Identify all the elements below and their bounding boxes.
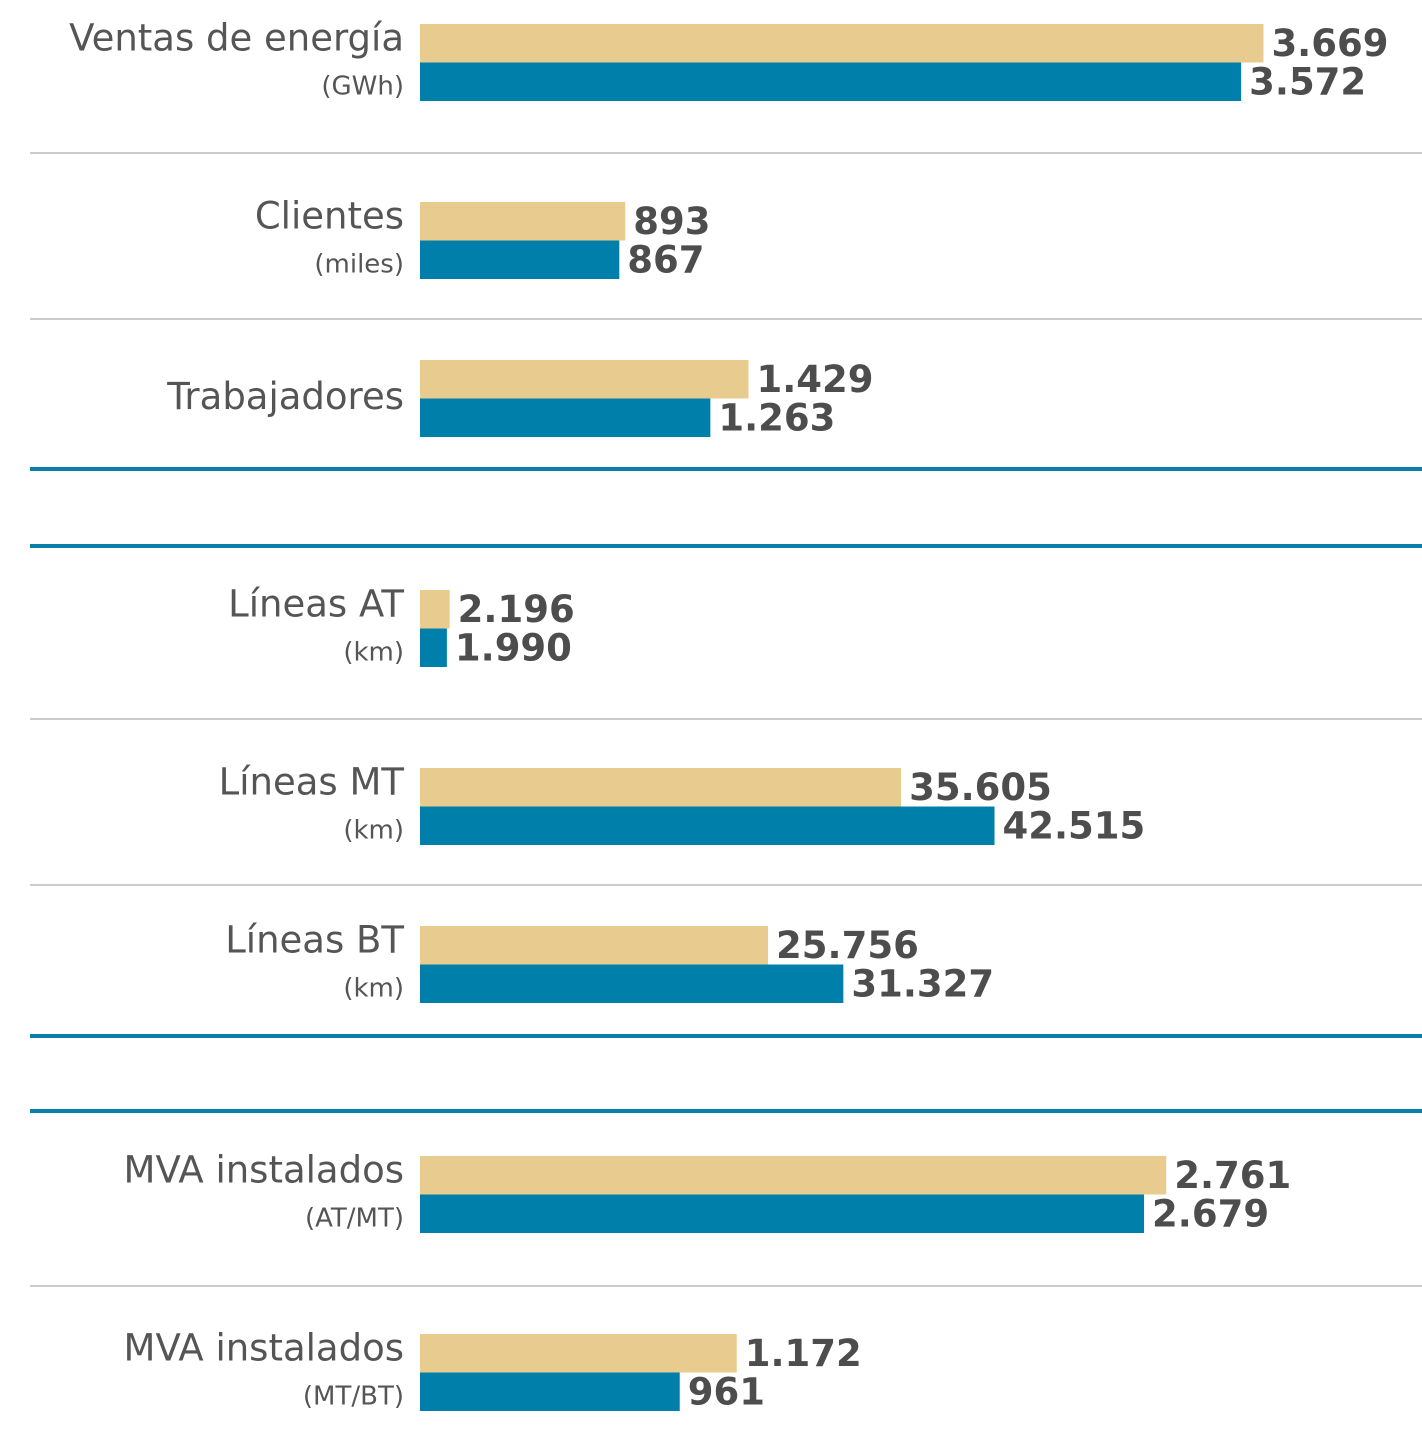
bar — [420, 806, 995, 845]
category-label: MVA instalados — [124, 1327, 404, 1370]
value-label: 2.679 — [1152, 1192, 1269, 1235]
bar — [420, 628, 447, 667]
bar — [420, 360, 749, 399]
value-label: 961 — [688, 1370, 765, 1413]
bar — [420, 398, 711, 437]
bar — [420, 1194, 1145, 1233]
value-label: 1.990 — [455, 626, 572, 669]
category-label: MVA instalados — [124, 1149, 404, 1192]
bar — [420, 1334, 737, 1373]
unit-label: (km) — [343, 638, 404, 668]
category-label: Líneas MT — [219, 761, 405, 804]
bar — [420, 590, 450, 629]
bar — [420, 1372, 680, 1411]
unit-label: (km) — [343, 974, 404, 1004]
unit-label: (AT/MT) — [305, 1204, 404, 1234]
bar — [420, 240, 620, 279]
bar — [420, 202, 626, 241]
unit-label: (GWh) — [321, 72, 404, 102]
value-label: 3.572 — [1249, 60, 1366, 103]
value-label: 867 — [627, 238, 704, 281]
bar — [420, 1156, 1167, 1195]
category-label: Líneas AT — [228, 583, 404, 626]
bar — [420, 768, 902, 807]
value-label: 42.515 — [1003, 804, 1146, 847]
bar — [420, 926, 769, 965]
value-label: 1.172 — [745, 1332, 862, 1375]
value-label: 1.263 — [718, 396, 835, 439]
value-label: 25.756 — [776, 924, 919, 967]
separators — [30, 152, 1422, 1287]
category-label: Trabajadores — [166, 375, 404, 418]
bar — [420, 62, 1242, 101]
value-label: 2.761 — [1174, 1154, 1291, 1197]
category-label: Clientes — [255, 195, 404, 238]
bar — [420, 24, 1264, 63]
category-label: Ventas de energía — [69, 17, 404, 60]
value-label: 35.605 — [909, 766, 1052, 809]
unit-label: (km) — [343, 816, 404, 846]
value-label: 31.327 — [851, 962, 994, 1005]
unit-label: (miles) — [314, 250, 404, 280]
value-label: 1.429 — [757, 358, 874, 401]
unit-label: (MT/BT) — [303, 1382, 404, 1412]
bar — [420, 964, 844, 1003]
value-label: 2.196 — [458, 588, 575, 631]
value-label: 3.669 — [1271, 22, 1388, 65]
value-label: 893 — [633, 200, 710, 243]
category-label: Líneas BT — [225, 919, 404, 962]
